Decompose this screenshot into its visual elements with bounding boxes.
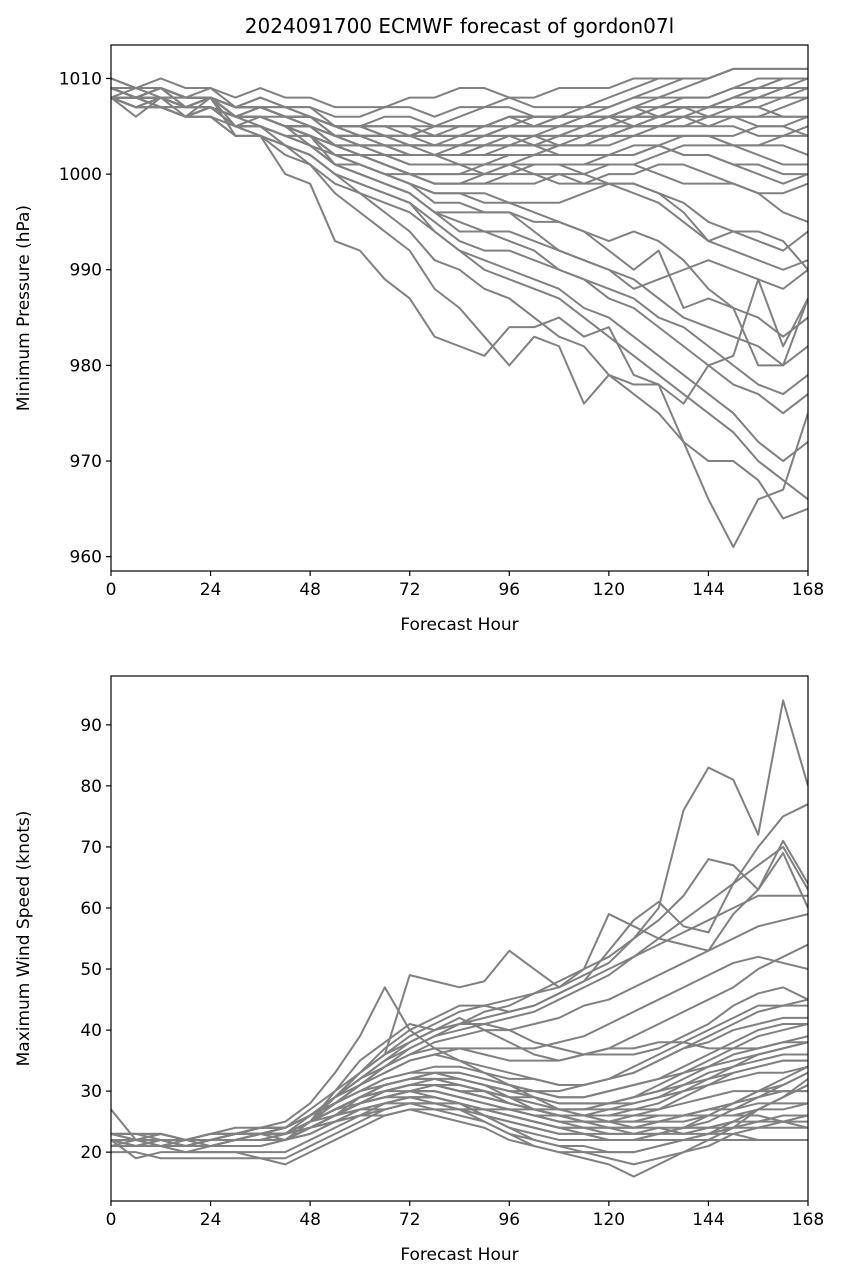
wind-member-line-34: [111, 998, 808, 1141]
pressure-x-tick-label: 168: [792, 580, 824, 600]
wind-y-tick-label: 50: [80, 960, 102, 980]
pressure-y-tick-label: 990: [70, 261, 102, 281]
wind-member-line-30: [111, 1108, 808, 1166]
pressure-member-line-15: [111, 96, 808, 396]
pressure-x-tick-label: 48: [299, 580, 321, 600]
pressure-y-tick-label: 970: [70, 452, 102, 472]
pressure-y-tick-label: 980: [70, 356, 102, 376]
pressure-member-line-19: [111, 96, 808, 520]
wind-member-line-40: [111, 1053, 808, 1148]
wind-member-line-39: [111, 1035, 808, 1141]
wind-y-tick-label: 90: [80, 716, 102, 736]
wind-y-tick-label: 60: [80, 899, 102, 919]
pressure-x-tick-label: 120: [593, 580, 625, 600]
wind-x-tick-label: 144: [692, 1210, 724, 1230]
wind-x-axis-label: Forecast Hour: [400, 1245, 518, 1265]
wind-member-line-19: [111, 839, 808, 1148]
wind-x-tick-label: 72: [399, 1210, 421, 1230]
wind-member-line-31: [111, 1084, 808, 1160]
wind-y-tick-label: 30: [80, 1082, 102, 1102]
wind-member-line-15: [111, 845, 808, 1141]
pressure-member-line-17: [111, 96, 808, 463]
wind-x-tick-label: 120: [593, 1210, 625, 1230]
wind-x-tick-label: 168: [792, 1210, 824, 1230]
wind-y-tick-label: 70: [80, 838, 102, 858]
wind-y-tick-label: 40: [80, 1021, 102, 1041]
wind-y-tick-label: 80: [80, 777, 102, 797]
wind-y-axis-label: Maximum Wind Speed (knots): [14, 811, 34, 1067]
pressure-axes-frame: [110, 44, 809, 572]
pressure-member-line-37: [111, 87, 808, 166]
wind-x-tick-label: 48: [299, 1210, 321, 1230]
pressure-member-line-14: [111, 87, 808, 367]
wind-series-group: [111, 699, 808, 1178]
pressure-x-tick-label: 72: [399, 580, 421, 600]
pressure-member-line-20: [111, 96, 808, 405]
pressure-y-tick-label: 1000: [59, 165, 102, 185]
wind-member-line-12: [111, 955, 808, 1141]
wind-x-tick-label: 0: [106, 1210, 117, 1230]
wind-x-tick-label: 24: [200, 1210, 222, 1230]
pressure-member-line-32: [111, 67, 808, 109]
pressure-member-line-39: [111, 67, 734, 147]
pressure-x-tick-label: 144: [692, 580, 724, 600]
pressure-member-line-21: [111, 96, 808, 549]
pressure-y-tick-label: 960: [70, 548, 102, 568]
pressure-chart-title: 2024091700 ECMWF forecast of gordon07l: [245, 14, 674, 38]
pressure-y-axis-label: Minimum Pressure (hPa): [14, 205, 34, 411]
pressure-x-tick-label: 0: [106, 580, 117, 600]
pressure-series-group: [111, 67, 808, 549]
wind-member-line-17: [111, 699, 808, 1141]
pressure-y-tick-label: 1010: [59, 69, 102, 89]
wind-y-tick-label: 20: [80, 1143, 102, 1163]
pressure-member-line-22: [111, 87, 808, 367]
wind-panel: 0 24 48 72 96 120 144 168 20 30 40 50 60 70 80 90 Foreca…: [14, 675, 824, 1265]
wind-member-line-16: [111, 852, 808, 1148]
pressure-panel: 0 24 48 72 96 120 144 168 960 970 980 990 1000 1010 Fo…: [14, 14, 824, 635]
pressure-member-line-40: [111, 77, 684, 137]
wind-x-tick-label: 96: [498, 1210, 520, 1230]
wind-member-line-18: [111, 803, 808, 1141]
pressure-x-axis-label: Forecast Hour: [400, 615, 518, 635]
pressure-x-tick-label: 96: [498, 580, 520, 600]
wind-axes-frame: [110, 675, 809, 1202]
pressure-x-tick-label: 24: [200, 580, 222, 600]
pressure-member-line-18: [111, 96, 808, 501]
